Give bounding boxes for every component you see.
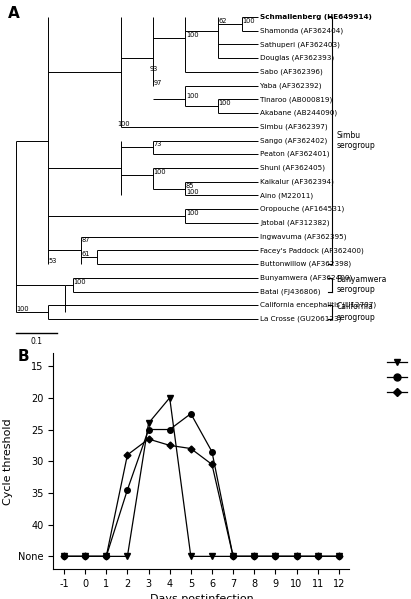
Cattle 3 bbox=[167, 442, 172, 449]
Cattle 2 bbox=[210, 448, 215, 455]
Text: Bunyamwera (AF362400): Bunyamwera (AF362400) bbox=[260, 274, 352, 281]
Text: Simbu (AF362397): Simbu (AF362397) bbox=[260, 123, 328, 130]
Text: 73: 73 bbox=[154, 141, 162, 147]
Text: Shuni (AF362405): Shuni (AF362405) bbox=[260, 165, 325, 171]
Text: California
serogroup: California serogroup bbox=[337, 302, 375, 322]
Cattle 2 bbox=[231, 553, 236, 560]
Text: La Crosse (GU206123): La Crosse (GU206123) bbox=[260, 316, 341, 322]
Cattle 1 bbox=[294, 553, 299, 560]
Text: Douglas (AF362393): Douglas (AF362393) bbox=[260, 55, 334, 62]
Text: Shamonda (AF362404): Shamonda (AF362404) bbox=[260, 28, 343, 34]
Cattle 1 bbox=[62, 553, 67, 560]
Text: 85: 85 bbox=[186, 183, 194, 189]
Text: Bunyamwera
serogroup: Bunyamwera serogroup bbox=[337, 275, 387, 294]
Cattle 2 bbox=[273, 553, 278, 560]
Cattle 2 bbox=[294, 553, 299, 560]
Text: Peaton (AF362401): Peaton (AF362401) bbox=[260, 151, 330, 158]
Text: A: A bbox=[8, 6, 20, 21]
Text: Aino (M22011): Aino (M22011) bbox=[260, 192, 313, 199]
Cattle 3 bbox=[294, 553, 299, 560]
Cattle 1 bbox=[273, 553, 278, 560]
Y-axis label: Cycle threshold: Cycle threshold bbox=[2, 418, 13, 504]
Cattle 2 bbox=[252, 553, 257, 560]
Text: 53: 53 bbox=[49, 258, 57, 264]
Cattle 3 bbox=[315, 553, 320, 560]
Cattle 2 bbox=[336, 553, 341, 560]
Legend: Cattle 1, Cattle 2, Cattle 3: Cattle 1, Cattle 2, Cattle 3 bbox=[383, 354, 411, 401]
Text: Jatobal (AF312382): Jatobal (AF312382) bbox=[260, 220, 330, 226]
Cattle 3 bbox=[125, 451, 130, 458]
Cattle 3 bbox=[252, 553, 257, 560]
Text: Sabo (AF362396): Sabo (AF362396) bbox=[260, 69, 323, 75]
Text: Batai (FJ436806): Batai (FJ436806) bbox=[260, 288, 321, 295]
Text: Ingwavuma (AF362395): Ingwavuma (AF362395) bbox=[260, 234, 346, 240]
Cattle 2 bbox=[315, 553, 320, 560]
Cattle 1 bbox=[210, 553, 215, 560]
Text: Kaikalur (AF362394): Kaikalur (AF362394) bbox=[260, 179, 334, 185]
Text: Akabane (AB244090): Akabane (AB244090) bbox=[260, 110, 337, 116]
Line: Cattle 2: Cattle 2 bbox=[61, 411, 342, 559]
Text: California encephalitis (U12797): California encephalitis (U12797) bbox=[260, 302, 376, 308]
Line: Cattle 3: Cattle 3 bbox=[62, 437, 341, 559]
Cattle 1 bbox=[83, 553, 88, 560]
Cattle 3 bbox=[104, 553, 109, 560]
Cattle 2 bbox=[83, 553, 88, 560]
Text: 100: 100 bbox=[242, 18, 255, 24]
Cattle 3 bbox=[273, 553, 278, 560]
Text: 0.1: 0.1 bbox=[30, 337, 42, 346]
Text: 100: 100 bbox=[186, 93, 199, 99]
Cattle 3 bbox=[188, 445, 193, 452]
Text: Oropouche (AF164531): Oropouche (AF164531) bbox=[260, 206, 344, 213]
Cattle 3 bbox=[231, 553, 236, 560]
Cattle 3 bbox=[146, 435, 151, 443]
Text: 100: 100 bbox=[73, 279, 85, 285]
X-axis label: Days postinfection: Days postinfection bbox=[150, 594, 253, 599]
Text: Sathuperi (AF362403): Sathuperi (AF362403) bbox=[260, 41, 340, 48]
Text: Facey's Paddock (AF362400): Facey's Paddock (AF362400) bbox=[260, 247, 364, 253]
Text: 93: 93 bbox=[149, 66, 157, 72]
Line: Cattle 1: Cattle 1 bbox=[61, 395, 342, 559]
Text: 100: 100 bbox=[186, 32, 199, 38]
Cattle 1 bbox=[146, 419, 151, 426]
Text: 100: 100 bbox=[186, 210, 199, 216]
Cattle 3 bbox=[336, 553, 341, 560]
Text: 100: 100 bbox=[117, 121, 129, 127]
Cattle 1 bbox=[336, 553, 341, 560]
Cattle 1 bbox=[104, 553, 109, 560]
Cattle 1 bbox=[167, 394, 172, 401]
Cattle 2 bbox=[104, 553, 109, 560]
Cattle 1 bbox=[188, 553, 193, 560]
Text: Sango (AF362402): Sango (AF362402) bbox=[260, 137, 327, 144]
Cattle 1 bbox=[315, 553, 320, 560]
Cattle 2 bbox=[146, 426, 151, 433]
Cattle 2 bbox=[62, 553, 67, 560]
Text: 100: 100 bbox=[218, 100, 231, 106]
Cattle 1 bbox=[252, 553, 257, 560]
Cattle 2 bbox=[188, 410, 193, 418]
Text: 100: 100 bbox=[154, 169, 166, 175]
Text: 87: 87 bbox=[81, 237, 90, 243]
Text: 100: 100 bbox=[186, 189, 199, 195]
Text: Tinaroo (AB000819): Tinaroo (AB000819) bbox=[260, 96, 332, 102]
Cattle 1 bbox=[231, 553, 236, 560]
Text: 97: 97 bbox=[154, 80, 162, 86]
Text: 100: 100 bbox=[17, 306, 29, 312]
Text: Schmallenberg (HE649914): Schmallenberg (HE649914) bbox=[260, 14, 372, 20]
Text: 62: 62 bbox=[218, 18, 226, 24]
Cattle 3 bbox=[210, 461, 215, 468]
Cattle 3 bbox=[62, 553, 67, 560]
Cattle 2 bbox=[167, 426, 172, 433]
Text: B: B bbox=[18, 349, 30, 364]
Text: Yaba (AF362392): Yaba (AF362392) bbox=[260, 82, 321, 89]
Cattle 1 bbox=[125, 553, 130, 560]
Cattle 3 bbox=[83, 553, 88, 560]
Text: Simbu
serogroup: Simbu serogroup bbox=[337, 131, 375, 150]
Text: 61: 61 bbox=[81, 251, 90, 257]
Cattle 2 bbox=[125, 486, 130, 494]
Text: Buttonwillow (AF362398): Buttonwillow (AF362398) bbox=[260, 261, 351, 267]
